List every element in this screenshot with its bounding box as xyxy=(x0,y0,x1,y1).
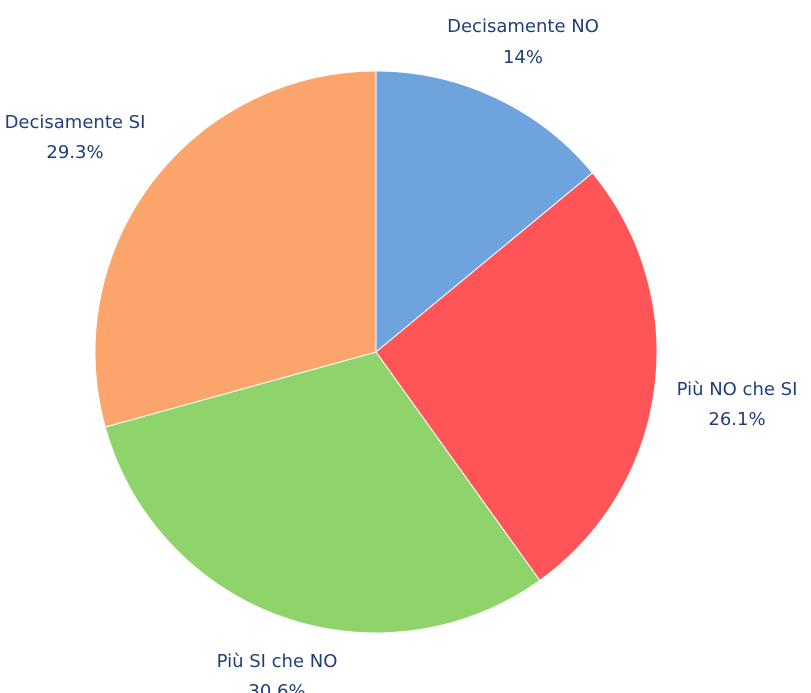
slice-percent-3: 30.6% xyxy=(248,681,305,693)
pie-labels: Decisamente NO 14% Più NO che SI 26.1% Più S… xyxy=(5,16,798,693)
pie-slice-4 xyxy=(94,70,377,428)
slice-label-2: Più NO che SI xyxy=(677,379,798,400)
slice-percent-1: 14% xyxy=(503,47,543,68)
slice-percent-2: 26.1% xyxy=(708,409,765,430)
slice-percent-4: 29.3% xyxy=(46,142,103,163)
pie-slice-2 xyxy=(375,172,658,582)
slice-label-1: Decisamente NO xyxy=(447,16,599,37)
pie-slices xyxy=(94,70,658,634)
pie-slice-1 xyxy=(375,70,594,354)
slice-label-3: Più SI che NO xyxy=(217,651,338,672)
slice-label-4: Decisamente SI xyxy=(5,112,146,133)
pie-slice-3 xyxy=(104,351,541,634)
